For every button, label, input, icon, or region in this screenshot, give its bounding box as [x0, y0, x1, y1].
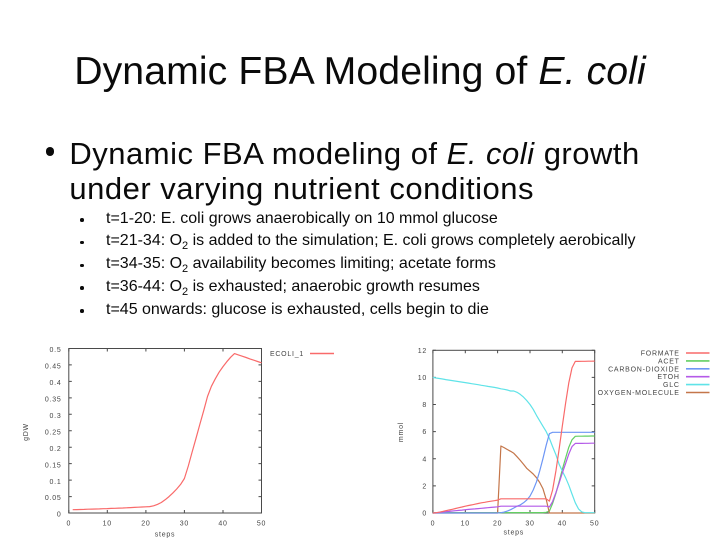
svg-text:ETOH: ETOH	[657, 374, 679, 381]
svg-text:0.3: 0.3	[50, 413, 62, 420]
svg-text:0: 0	[431, 521, 436, 528]
svg-text:40: 40	[218, 521, 227, 528]
svg-text:OXYGEN-MOLECULE: OXYGEN-MOLECULE	[598, 390, 680, 397]
svg-text:gDW: gDW	[23, 423, 30, 441]
svg-text:0.1: 0.1	[50, 479, 62, 486]
svg-text:CARBON-DIOXIDE: CARBON-DIOXIDE	[608, 366, 680, 373]
svg-text:steps: steps	[155, 532, 175, 539]
svg-text:0.25: 0.25	[45, 429, 62, 436]
svg-text:0.05: 0.05	[45, 495, 62, 502]
svg-text:50: 50	[257, 521, 266, 528]
svg-text:10: 10	[418, 375, 427, 382]
svg-text:GLC: GLC	[663, 382, 680, 389]
svg-text:4: 4	[422, 456, 427, 463]
svg-text:0: 0	[66, 521, 71, 528]
svg-text:8: 8	[422, 402, 427, 409]
svg-text:0: 0	[57, 512, 62, 519]
svg-text:0: 0	[422, 511, 427, 518]
svg-text:ECOLI_1: ECOLI_1	[270, 351, 304, 358]
svg-text:50: 50	[590, 521, 599, 528]
svg-text:12: 12	[418, 348, 427, 355]
svg-text:20: 20	[141, 521, 150, 528]
svg-text:30: 30	[525, 521, 534, 528]
svg-text:30: 30	[180, 521, 189, 528]
svg-text:2: 2	[422, 483, 427, 490]
svg-text:0.35: 0.35	[45, 397, 62, 404]
svg-text:0.5: 0.5	[50, 347, 62, 354]
svg-text:10: 10	[103, 521, 112, 528]
svg-text:ACET: ACET	[658, 358, 680, 365]
svg-text:0.15: 0.15	[45, 462, 62, 469]
svg-text:0.45: 0.45	[45, 364, 62, 371]
svg-text:0.2: 0.2	[50, 446, 62, 453]
svg-text:6: 6	[422, 429, 427, 436]
svg-text:FORMATE: FORMATE	[641, 351, 680, 358]
svg-text:mmol: mmol	[398, 422, 405, 442]
svg-text:20: 20	[493, 521, 502, 528]
svg-text:steps: steps	[504, 530, 524, 537]
svg-text:0.4: 0.4	[50, 380, 62, 387]
svg-text:10: 10	[461, 521, 470, 528]
svg-text:40: 40	[558, 521, 567, 528]
